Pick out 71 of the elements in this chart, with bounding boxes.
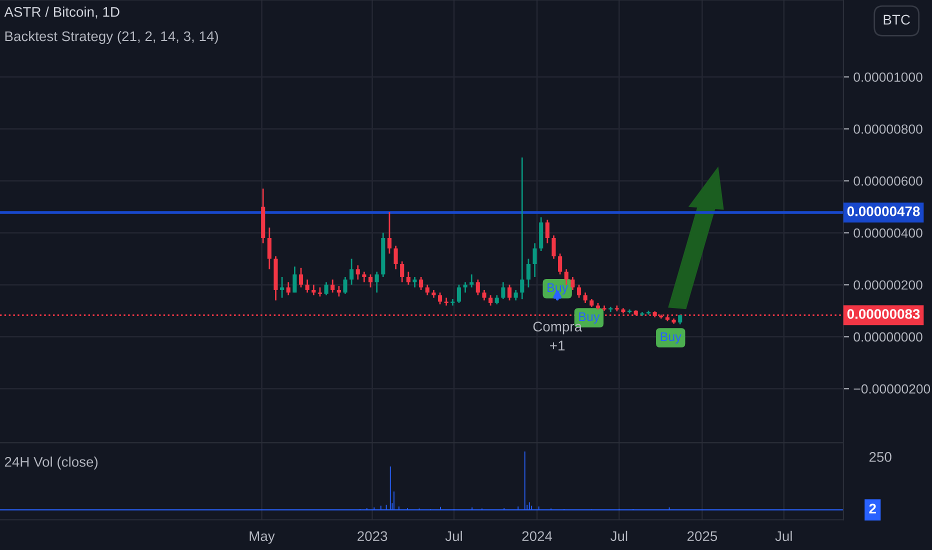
candlestick	[514, 289, 518, 302]
y-tick-label: 0.00000800	[854, 124, 922, 134]
y-tick-label: 0.00000400	[854, 228, 922, 238]
x-tick-label: 2024	[522, 531, 552, 542]
candlestick	[532, 242, 537, 278]
y-tick-label: −0.00000200	[854, 384, 930, 394]
x-tick-label: Jul	[445, 530, 462, 542]
candlestick	[576, 284, 582, 298]
x-tick-label: 2023	[358, 531, 388, 542]
candlestick	[350, 258, 354, 286]
candlestick	[298, 267, 304, 288]
y-tick-label: 0.00000600	[854, 176, 922, 186]
candlestick	[330, 278, 335, 294]
candlestick	[476, 278, 480, 296]
chart-title: 24H Vol (close)	[4, 456, 98, 470]
annotation: Buy	[579, 312, 600, 324]
x-tick-label: 2025	[687, 531, 718, 542]
candlestick	[438, 292, 442, 305]
text: BTC	[884, 14, 910, 25]
x-tick-label: Jul	[610, 530, 628, 542]
text: Backtest Strategy (21, 2, 14, 3, 14)	[5, 30, 218, 44]
ref-line-label: 0.00000083	[847, 309, 920, 319]
candlestick	[286, 281, 290, 296]
candlestick	[406, 271, 410, 286]
candlestick	[526, 258, 530, 288]
candlestick	[583, 292, 588, 304]
chart-title: ASTR / Bitcoin, 1D	[4, 6, 120, 18]
candlestick	[463, 281, 468, 294]
candlestick	[425, 284, 430, 296]
text: 250	[869, 452, 892, 462]
candlestick	[419, 276, 424, 291]
candlestick	[412, 276, 417, 288]
annotation: Buy	[660, 332, 682, 344]
x-tick-label: May	[250, 531, 275, 544]
candlestick	[507, 284, 512, 302]
candlestick	[520, 156, 524, 300]
candlestick	[488, 294, 493, 306]
candlestick	[356, 264, 360, 280]
annotation: Buy	[548, 283, 568, 294]
candlestick	[305, 278, 310, 294]
candlestick	[545, 219, 550, 244]
ref-line-label: 0.00000478	[847, 206, 920, 216]
annotation: Compra +1	[533, 322, 582, 350]
candlestick	[470, 274, 474, 288]
candlestick	[280, 276, 284, 298]
candlestick	[501, 281, 506, 300]
candlestick	[570, 276, 575, 291]
candlestick	[267, 226, 272, 270]
candlestick	[362, 271, 366, 283]
candlestick	[368, 274, 373, 288]
y-tick-label: 0.00001000	[854, 72, 922, 82]
x-tick-label: Jul	[775, 530, 792, 542]
candlestick	[292, 266, 297, 294]
candlestick	[394, 245, 398, 270]
candlestick	[456, 284, 461, 304]
candlestick	[387, 211, 392, 254]
candlestick	[324, 281, 328, 296]
candlestick	[400, 260, 404, 283]
candlestick	[482, 289, 486, 302]
candlestick	[336, 285, 341, 298]
y-tick-label: 0.00000200	[854, 280, 922, 290]
candlestick	[374, 271, 379, 294]
candlestick	[343, 276, 348, 295]
candlestick	[678, 314, 682, 325]
text: 2	[869, 504, 876, 514]
candlestick	[552, 234, 556, 260]
y-tick-label: 0.00000000	[854, 332, 922, 342]
candlestick	[494, 294, 499, 305]
candlestick	[558, 252, 562, 276]
candlestick	[312, 284, 316, 296]
candlestick	[318, 286, 322, 298]
